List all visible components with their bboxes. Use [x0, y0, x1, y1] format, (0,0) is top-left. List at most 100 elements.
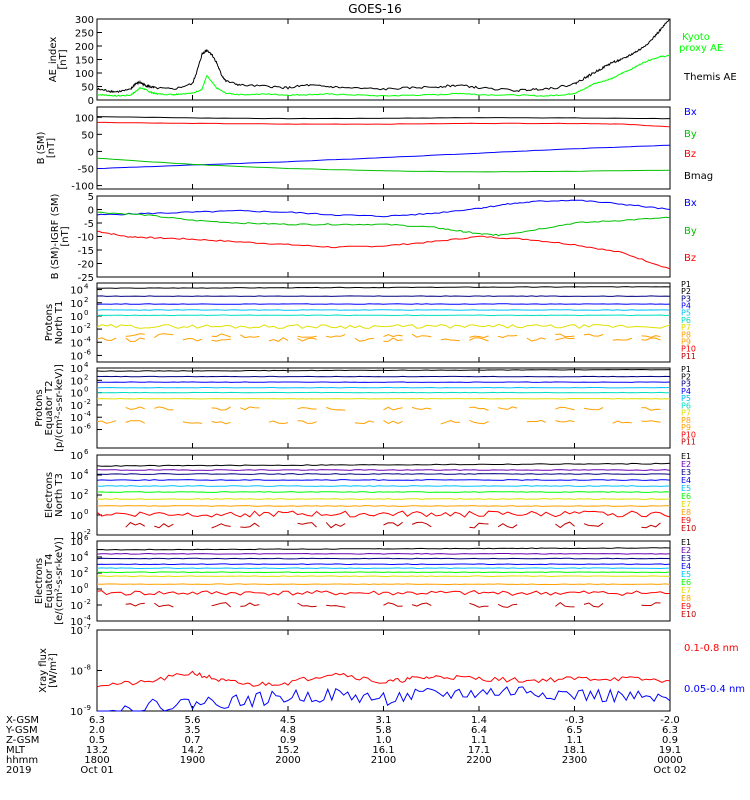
legend-kyoto: Kyoto [682, 32, 710, 43]
channel-line-p7 [154, 333, 174, 339]
channel-line-p7 [497, 335, 518, 339]
y-axis-label-2: B (SM)-IGRF (SM) [nT] [50, 194, 71, 280]
channel-line-p8 [211, 338, 231, 342]
channel-line-p4 [96, 386, 671, 389]
y-axis-label-line: [e/(cm²-s-sr-keV)] [54, 537, 65, 625]
y-tick-exponent: 4 [84, 283, 89, 291]
y-axis-label-line: B (SM)-IGRF (SM) [50, 194, 61, 280]
x-axis-value: 0000 [657, 755, 682, 766]
panel-frame-7 [96, 629, 671, 712]
channel-line-p8 [641, 420, 661, 423]
y-tick-label: 10 [70, 601, 83, 612]
y-tick-exponent: -8 [84, 664, 91, 672]
y-axis-label-line: Electrons [44, 472, 55, 518]
y-axis-label-line: [p/(cm²-s-sr-keV)] [54, 364, 65, 452]
y-tick-exponent: -2 [84, 598, 91, 606]
channel-line-p7 [211, 406, 231, 411]
y-axis-label-7: Xray flux [W/m²] [38, 648, 59, 693]
legend-p9: P9 [681, 337, 691, 346]
channel-line-e10 [326, 604, 346, 608]
channel-line-e10 [125, 521, 146, 528]
x-axis-value: 0.7 [185, 735, 201, 746]
legend-themis-ae: Themis AE [683, 72, 737, 83]
legend-p11: P11 [681, 352, 696, 361]
y-tick-exponent: -6 [84, 423, 92, 431]
x-axis-value: 4.8 [280, 725, 296, 736]
y-tick-label: -15 [78, 246, 94, 257]
channel-line-e10 [641, 522, 661, 529]
series-line-bz [96, 230, 671, 270]
channel-line-p8 [555, 337, 575, 341]
x-axis-value: 2000 [275, 755, 300, 766]
channel-line-e3 [97, 473, 671, 475]
y-tick-label: 10 [70, 299, 83, 310]
legend-bz: Bz [684, 149, 696, 160]
x-axis-row-label: hhmm [6, 755, 38, 766]
x-axis-value: 17.1 [468, 745, 490, 756]
x-axis-value: 18.1 [563, 745, 585, 756]
x-axis-value: 1800 [84, 755, 109, 766]
legend-p10: P10 [681, 430, 696, 439]
channel-line-p8 [96, 337, 117, 342]
y-axis-label-6: Electrons Equator T4 [e/(cm²-s-sr-keV)] [34, 537, 65, 625]
y-tick-exponent: -2 [84, 322, 91, 330]
y-tick-label: 10 [70, 401, 83, 412]
legend-p7: P7 [681, 323, 691, 332]
channel-line-e5 [96, 567, 671, 570]
legend-p7: P7 [681, 409, 691, 418]
channel-line-p8 [526, 337, 547, 342]
channel-line-e10 [240, 602, 260, 607]
channel-line-p7 [211, 333, 231, 338]
series-line-by [96, 211, 671, 237]
channel-line-e10 [154, 602, 174, 608]
channel-line-e10 [240, 522, 260, 528]
legend-p1: P1 [681, 280, 691, 289]
channel-line-e9 [96, 510, 671, 518]
y-tick-label: 0 [88, 96, 94, 107]
x-axis-value: 19.1 [659, 745, 681, 756]
x-axis-value: 1.1 [471, 735, 487, 746]
legend-e5: E5 [681, 570, 691, 579]
legend-p1: P1 [681, 365, 691, 374]
y-tick-label: 10 [70, 491, 83, 502]
y-axis-label-line: Protons [44, 304, 55, 341]
x-axis-value: 2300 [562, 755, 587, 766]
channel-line-p7 [154, 406, 174, 411]
y-tick-exponent: 4 [84, 550, 89, 558]
channel-line-p8 [125, 420, 146, 424]
y-axis-label-0: AE_index [nT] [48, 37, 69, 83]
y-tick-exponent: -4 [84, 410, 92, 418]
channel-line-p8 [440, 338, 460, 342]
y-tick-label: 5 [88, 192, 94, 203]
y-tick-exponent: 2 [84, 566, 88, 574]
y-tick-label: 200 [75, 42, 94, 53]
channel-line-p5 [96, 314, 671, 317]
y-tick-label: 10 [70, 531, 83, 542]
x-axis-value: 6.3 [89, 715, 105, 726]
channel-line-p8 [469, 419, 489, 425]
x-axis-value: 6.3 [662, 725, 678, 736]
legend-p3: P3 [681, 380, 691, 389]
legend-bmag: Bmag [684, 171, 713, 182]
x-axis-value: 0.9 [662, 735, 678, 746]
y-axis-label-line: Protons [34, 389, 45, 426]
legend-e8: E8 [681, 594, 691, 603]
channel-line-p8 [297, 337, 317, 342]
channel-line-e10 [497, 603, 518, 608]
channel-line-e1 [96, 547, 671, 551]
legend-e5: E5 [681, 484, 691, 493]
channel-line-e3 [96, 557, 671, 560]
channel-line-p8 [125, 337, 145, 343]
channel-line-e10 [383, 521, 403, 527]
x-axis-value: 2200 [466, 755, 491, 766]
legend-p3: P3 [681, 294, 691, 303]
legend-e4: E4 [681, 476, 691, 485]
channel-line-p7 [469, 406, 489, 411]
legend-p8: P8 [681, 416, 691, 425]
channel-line-p7 [583, 407, 604, 411]
y-axis-label-5: Electrons North T3 [44, 472, 65, 518]
panel-frame-2 [96, 195, 671, 278]
y-tick-exponent: -7 [84, 623, 91, 631]
channel-line-p8 [268, 337, 289, 342]
y-tick-label: 10 [70, 376, 83, 387]
